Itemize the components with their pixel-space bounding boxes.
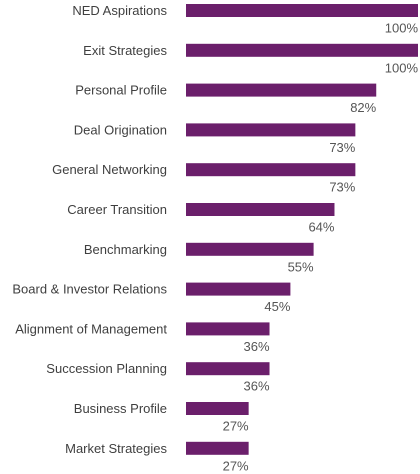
category-label-8: Alignment of Management: [15, 321, 167, 336]
value-label-6: 55%: [288, 259, 314, 274]
category-label-11: Market Strategies: [65, 441, 167, 456]
bars-layer: [186, 4, 418, 455]
category-label-2: Personal Profile: [75, 83, 167, 98]
category-label-1: Exit Strategies: [83, 43, 167, 58]
category-label-4: General Networking: [52, 162, 167, 177]
category-label-0: NED Aspirations: [72, 3, 167, 18]
value-label-4: 73%: [329, 180, 355, 195]
value-label-9: 36%: [243, 379, 269, 394]
bar-2: [186, 83, 377, 97]
bar-9: [186, 362, 270, 376]
value-label-8: 36%: [243, 339, 269, 354]
bar-5: [186, 203, 335, 216]
bar-6: [186, 242, 314, 256]
value-label-5: 64%: [308, 220, 334, 235]
value-label-7: 45%: [264, 299, 290, 314]
category-label-3: Deal Origination: [74, 122, 167, 137]
bar-8: [186, 322, 270, 336]
value-label-10: 27%: [223, 419, 249, 434]
bar-11: [186, 441, 249, 455]
bar-10: [186, 402, 249, 415]
category-label-7: Board & Investor Relations: [12, 282, 167, 297]
bar-1: [186, 43, 418, 57]
category-label-10: Business Profile: [74, 401, 167, 416]
labels-layer: NED Aspirations 100% Exit Strategies 100% Pe…: [12, 3, 418, 473]
category-label-5: Career Transition: [67, 202, 167, 217]
value-label-0: 100%: [385, 21, 419, 36]
value-label-3: 73%: [329, 140, 355, 155]
category-label-9: Succession Planning: [46, 361, 167, 376]
value-label-2: 82%: [350, 100, 376, 115]
bar-4: [186, 163, 356, 177]
bar-3: [186, 123, 356, 137]
bar-0: [186, 4, 418, 17]
value-label-1: 100%: [385, 60, 419, 75]
value-label-11: 27%: [223, 458, 249, 473]
category-label-6: Benchmarking: [84, 242, 167, 257]
bar-7: [186, 282, 291, 296]
